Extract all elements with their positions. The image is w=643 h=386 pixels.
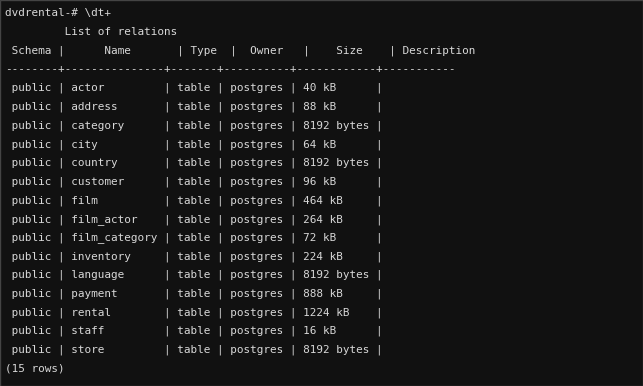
Text: public | staff         | table | postgres | 16 kB      |: public | staff | table | postgres | 16 k… [5,326,383,337]
Text: public | rental        | table | postgres | 1224 kB    |: public | rental | table | postgres | 122… [5,307,383,318]
Text: public | store         | table | postgres | 8192 bytes |: public | store | table | postgres | 8192… [5,345,383,355]
Text: --------+---------------+-------+----------+------------+-----------: --------+---------------+-------+-------… [5,64,455,74]
Text: (15 rows): (15 rows) [5,364,65,374]
Text: public | film_actor    | table | postgres | 264 kB     |: public | film_actor | table | postgres |… [5,213,383,225]
Text: Schema |      Name       | Type  |  Owner   |    Size    | Description: Schema | Name | Type | Owner | Size | De… [5,46,475,56]
Text: public | address       | table | postgres | 88 kB      |: public | address | table | postgres | 88… [5,102,383,112]
Text: public | city          | table | postgres | 64 kB      |: public | city | table | postgres | 64 kB… [5,139,383,149]
Text: public | film_category | table | postgres | 72 kB      |: public | film_category | table | postgre… [5,232,383,243]
Text: List of relations: List of relations [5,27,177,37]
Text: public | language      | table | postgres | 8192 bytes |: public | language | table | postgres | 8… [5,270,383,280]
Text: public | customer      | table | postgres | 96 kB      |: public | customer | table | postgres | 9… [5,176,383,187]
Text: public | payment       | table | postgres | 888 kB     |: public | payment | table | postgres | 88… [5,289,383,299]
Text: dvdrental-# \dt+: dvdrental-# \dt+ [5,8,111,19]
Text: public | actor         | table | postgres | 40 kB      |: public | actor | table | postgres | 40 k… [5,83,383,93]
Text: public | inventory     | table | postgres | 224 kB     |: public | inventory | table | postgres | … [5,251,383,262]
Text: public | country       | table | postgres | 8192 bytes |: public | country | table | postgres | 81… [5,158,383,168]
Text: public | film          | table | postgres | 464 kB     |: public | film | table | postgres | 464 k… [5,195,383,206]
Text: public | category      | table | postgres | 8192 bytes |: public | category | table | postgres | 8… [5,120,383,131]
